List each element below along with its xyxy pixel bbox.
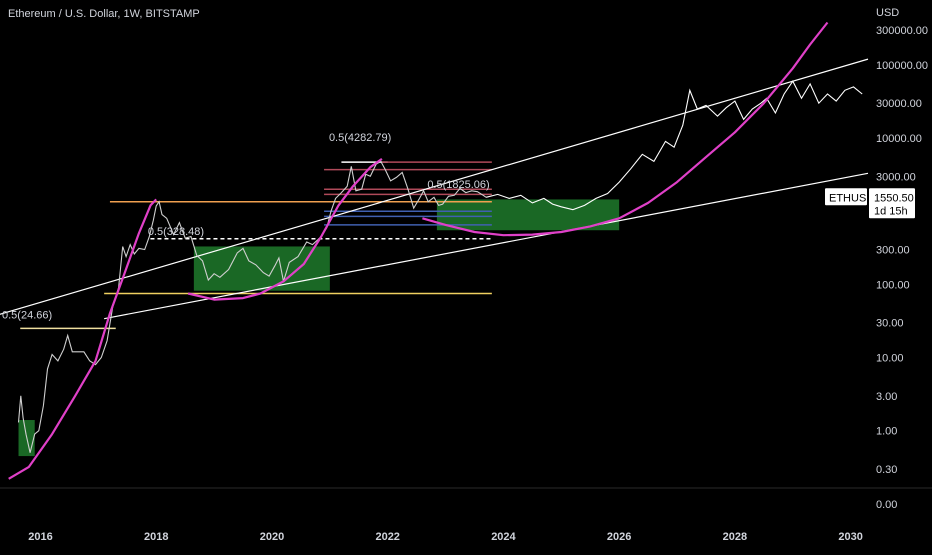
annotation-label-0: 0.5(24.66) [2,310,52,322]
y-tick-label-2: 30000.00 [876,98,922,110]
y-tick-label-6: 100.00 [876,279,910,291]
price-series-0 [17,160,487,453]
x-tick-label-6: 2028 [723,531,747,543]
symbol-badge [825,188,867,206]
y-tick-label-0: 300000.00 [876,25,928,37]
annotation-label-2: 0.5(4282.79) [329,132,391,144]
y-tick-label-9: 3.00 [876,391,897,403]
parabolic-curve-0 [8,198,157,480]
channel-line-0 [0,58,869,315]
price-series-1 [485,80,863,211]
x-tick-label-1: 2018 [144,531,168,543]
annotation-label-3: 0.5(1825.06) [427,179,489,191]
x-tick-label-3: 2022 [375,531,399,543]
y-tick-label-10: 1.00 [876,426,897,438]
chart-title: Ethereum / U.S. Dollar, 1W, BITSTAMP [8,8,200,20]
x-tick-label-5: 2026 [607,531,631,543]
x-tick-label-7: 2030 [838,531,862,543]
y-tick-label-8: 10.00 [876,353,904,365]
price-badge-countdown: 1d 15h [874,205,908,217]
price-badge [869,188,915,219]
symbol-badge-text: ETHUSD [829,192,874,204]
y-tick-label-5: 300.00 [876,244,910,256]
x-tick-label-0: 2016 [28,531,52,543]
y-tick-label-1: 100000.00 [876,60,928,72]
x-tick-label-4: 2024 [491,531,516,543]
y-tick-label-3: 10000.00 [876,133,922,145]
y-tick-label-11: 0.30 [876,464,897,476]
y-tick-label-4: 3000.00 [876,171,916,183]
y-tick-label-bottom: 0.00 [876,499,897,511]
x-tick-label-2: 2020 [260,531,284,543]
y-tick-label-7: 30.00 [876,318,904,330]
annotation-label-1: 0.5(328.48) [148,226,204,238]
channel-line-1 [104,172,869,320]
parabolic-curve-1 [187,158,383,301]
currency-label: USD [876,7,899,19]
price-badge-value: 1550.50 [874,192,914,204]
accumulation-zone-1 [193,246,330,291]
parabolic-curve-2 [422,21,829,237]
